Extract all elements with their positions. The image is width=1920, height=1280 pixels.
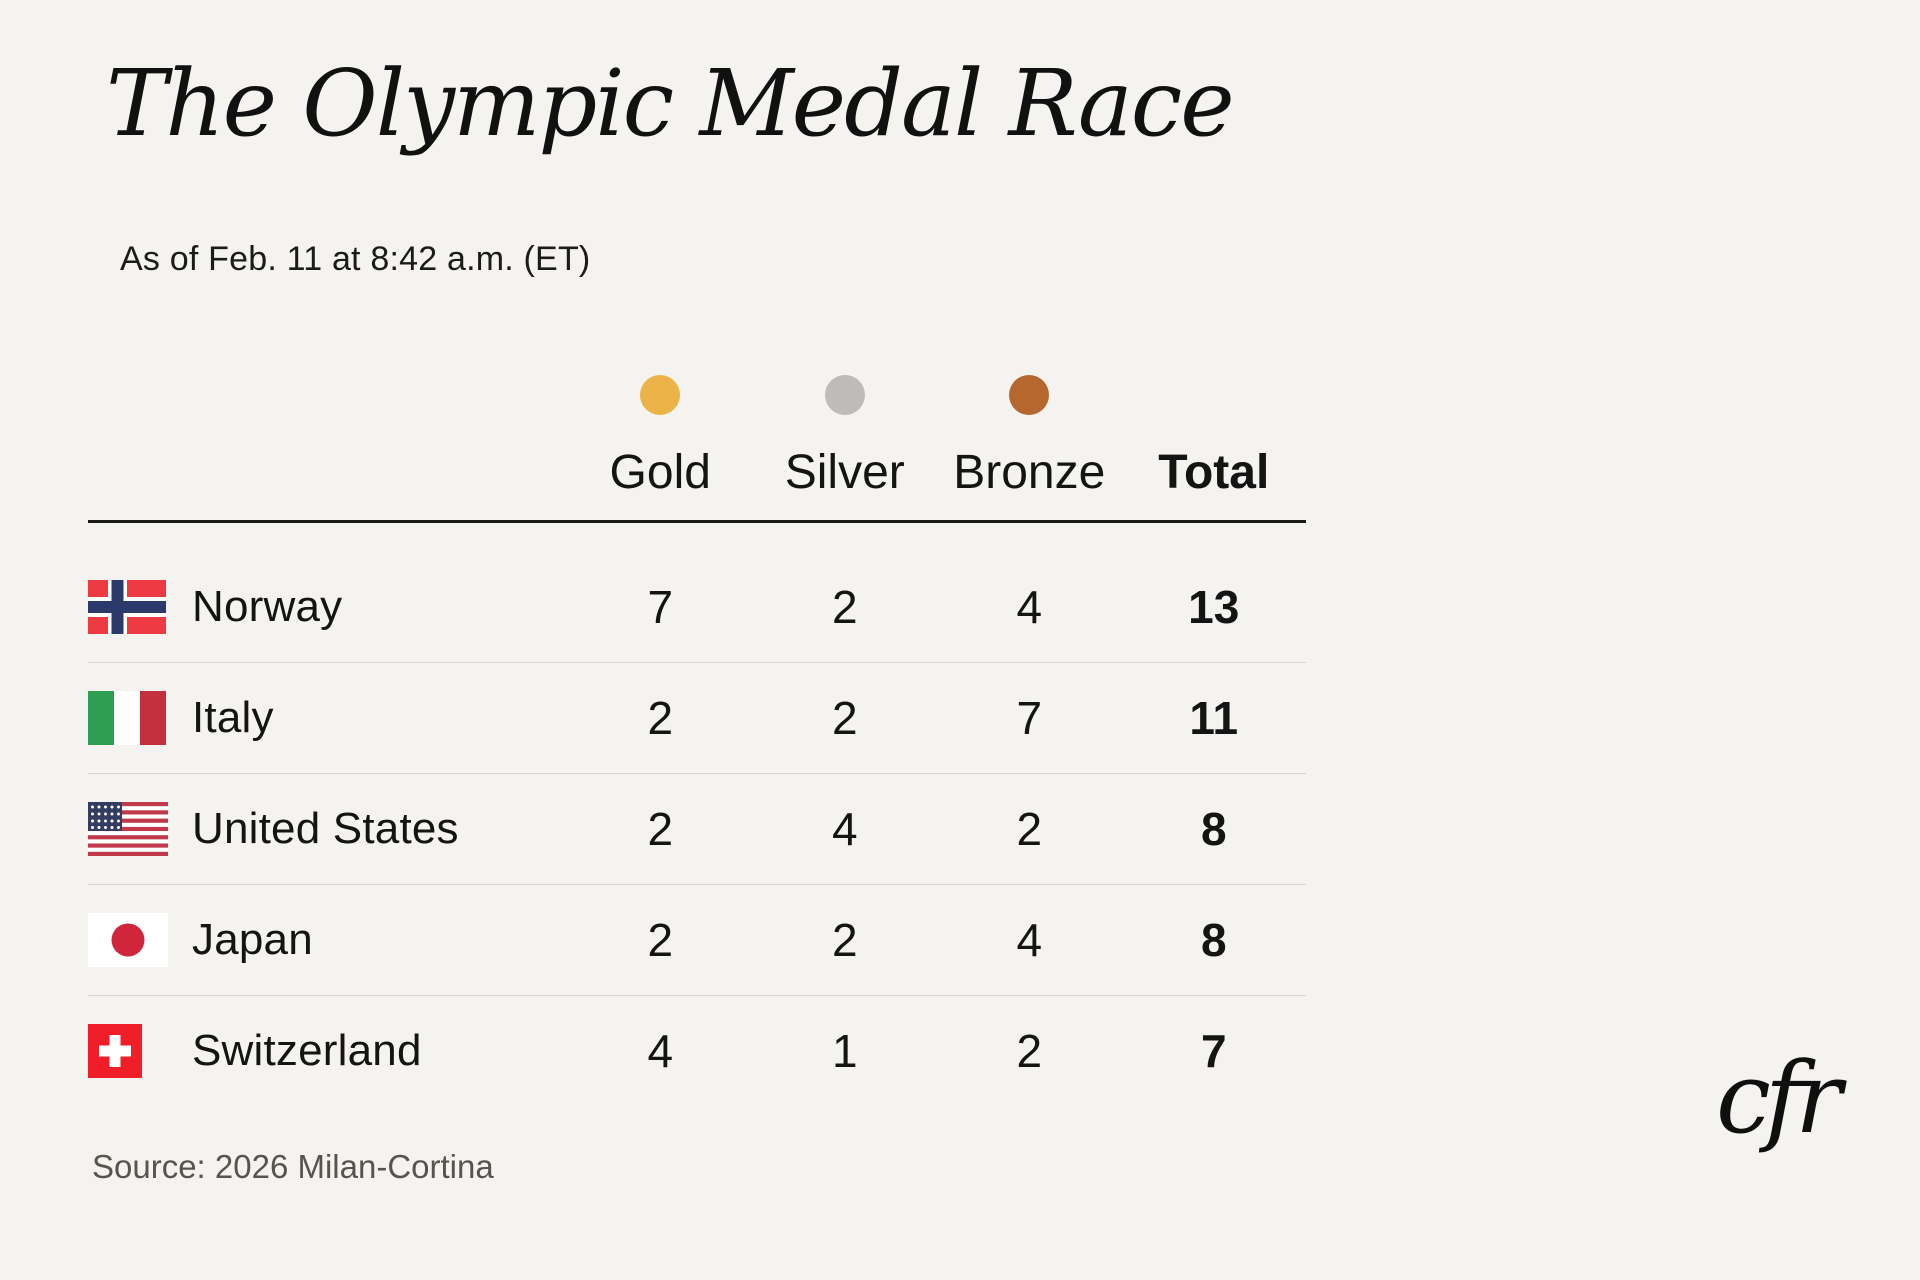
bronze-count: 4	[1016, 580, 1043, 633]
column-header-total: Total	[1158, 446, 1270, 499]
bronze-medal-dot-icon	[1009, 375, 1050, 415]
medal-dots-row	[88, 360, 1306, 430]
gold-medal-dot-icon	[640, 375, 681, 415]
united-states-flag-icon	[88, 802, 170, 856]
table-header: Gold Silver Bronze Total	[88, 360, 1306, 523]
bronze-count: 2	[1016, 1025, 1043, 1077]
gold-count: 7	[647, 580, 674, 633]
silver-medal-dot-icon	[824, 375, 865, 415]
silver-count: 1	[831, 1025, 858, 1077]
bronze-count: 4	[1016, 914, 1043, 966]
column-headers-row: Gold Silver Bronze Total	[88, 430, 1306, 520]
table-body: Norway 7 2 4 13 Italy	[88, 523, 1306, 1106]
total-count: 8	[1200, 914, 1227, 966]
country-cell: Norway	[88, 579, 568, 634]
silver-count: 2	[831, 580, 858, 633]
country-cell: Italy	[88, 691, 568, 745]
spacer-cell	[88, 430, 568, 520]
column-header-gold: Gold	[609, 446, 711, 499]
gold-count: 2	[647, 692, 674, 744]
total-count: 8	[1200, 803, 1227, 855]
spacer-cell	[1122, 360, 1307, 430]
country-name: Norway	[192, 581, 343, 631]
country-name: Italy	[192, 693, 274, 742]
table-row-japan: Japan 2 2 4 8	[88, 885, 1306, 996]
table-row-norway: Norway 7 2 4 13	[88, 523, 1306, 663]
table-row-united-states: United States 2 4 2 8	[88, 774, 1306, 885]
country-cell: Switzerland	[88, 1024, 568, 1078]
spacer-cell	[88, 360, 568, 430]
total-count: 11	[1189, 692, 1239, 744]
total-count: 7	[1200, 1025, 1227, 1077]
chart-title: The Olympic Medal Race	[106, 50, 1235, 157]
table-row-italy: Italy 2 2 7 11	[88, 663, 1306, 774]
source-note: Source: 2026 Milan-Cortina	[92, 1148, 494, 1185]
cfr-logo: cfr	[1716, 1042, 1842, 1156]
bronze-count: 7	[1016, 692, 1043, 744]
country-name: Japan	[192, 915, 313, 964]
silver-count: 2	[831, 914, 858, 966]
chart-subtitle: As of Feb. 11 at 8:42 a.m. (ET)	[120, 240, 591, 278]
country-cell: United States	[88, 802, 568, 856]
country-name: United States	[192, 804, 459, 853]
total-count: 13	[1188, 580, 1240, 633]
switzerland-flag-icon	[88, 1024, 170, 1078]
norway-flag-icon	[88, 579, 170, 634]
silver-count: 4	[831, 803, 858, 855]
country-cell: Japan	[88, 913, 568, 967]
column-header-silver: Silver	[784, 446, 905, 499]
medal-table: Gold Silver Bronze Total	[88, 360, 1306, 1106]
gold-count: 4	[647, 1025, 674, 1077]
column-header-bronze: Bronze	[953, 446, 1106, 499]
gold-count: 2	[647, 914, 674, 966]
bronze-count: 2	[1016, 803, 1043, 855]
silver-count: 2	[831, 692, 858, 744]
table-row-switzerland: Switzerland 4 1 2 7	[88, 996, 1306, 1106]
gold-count: 2	[647, 803, 674, 855]
italy-flag-icon	[88, 691, 170, 745]
country-name: Switzerland	[192, 1026, 422, 1075]
japan-flag-icon	[88, 913, 170, 967]
